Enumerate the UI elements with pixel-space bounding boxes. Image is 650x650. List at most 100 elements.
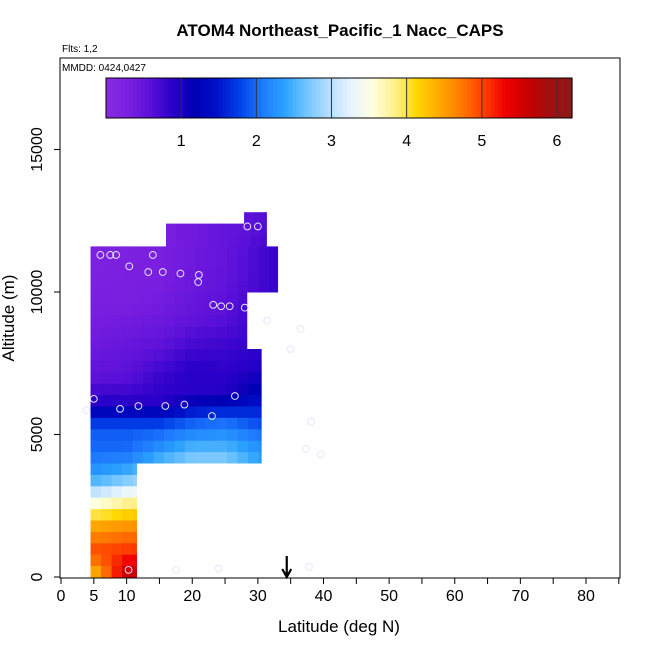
heatmap-cell xyxy=(153,314,165,327)
heatmap-cell xyxy=(206,292,218,304)
heatmap-cell xyxy=(216,417,228,430)
colorbar-segment xyxy=(552,78,558,118)
heatmap-cell xyxy=(206,303,218,316)
heatmap-cell xyxy=(90,440,102,453)
sample-point xyxy=(296,325,305,333)
heatmap-cell xyxy=(195,314,207,327)
colorbar-segment xyxy=(164,78,169,118)
colorbar-segment xyxy=(455,78,460,118)
heatmap-cell xyxy=(122,337,134,350)
heatmap-cell xyxy=(248,428,260,441)
heatmap-cell xyxy=(185,360,197,373)
heatmap-cell xyxy=(122,406,134,418)
sample-point xyxy=(96,251,105,259)
heatmap-cell xyxy=(111,474,123,487)
heatmap-cell xyxy=(260,235,267,247)
heatmap-cell xyxy=(258,428,262,441)
heatmap-cell xyxy=(174,428,186,441)
heatmap-cell xyxy=(90,565,102,578)
colorbar-segment xyxy=(533,78,538,118)
heatmap-cell xyxy=(250,235,261,247)
sample-point xyxy=(307,417,315,426)
heatmap-cell xyxy=(90,314,102,327)
colorbar-segment xyxy=(389,78,394,118)
heatmap-cell xyxy=(218,223,230,236)
heatmap-cell xyxy=(90,542,102,555)
heatmap-cell xyxy=(90,428,102,441)
colorbar-segment xyxy=(292,78,297,118)
heatmap-cell xyxy=(216,371,228,384)
colorbar-segment xyxy=(152,78,158,118)
heatmap-cell xyxy=(237,280,249,293)
colorbar-segment xyxy=(175,78,181,118)
heatmap-cell xyxy=(143,406,155,418)
sample-point xyxy=(82,406,91,415)
heatmap-cell xyxy=(90,326,102,339)
sample-point xyxy=(243,222,252,231)
heatmap-cell xyxy=(111,269,123,282)
heatmap-cell xyxy=(195,417,207,430)
sample-point xyxy=(240,303,249,312)
heatmap-cell xyxy=(195,360,207,373)
heatmap-cell xyxy=(132,497,137,510)
sample-point xyxy=(194,271,203,279)
heatmap-cell xyxy=(206,326,218,339)
heatmap-cell xyxy=(122,565,134,578)
colorbar-segment xyxy=(109,78,115,118)
sample-point xyxy=(124,565,133,574)
heatmap-cell xyxy=(227,428,239,441)
heatmap-cell xyxy=(111,531,123,544)
sample-point xyxy=(112,251,121,259)
colorbar-segment xyxy=(323,78,328,118)
heatmap-cell xyxy=(227,417,239,430)
heatmap-cell xyxy=(258,349,262,361)
colorbar-segment xyxy=(467,78,472,118)
colorbar-segment xyxy=(502,78,507,118)
heatmap-cell xyxy=(101,474,113,487)
heatmap-cell xyxy=(164,337,176,350)
heatmap-cell xyxy=(265,212,267,225)
sample-point xyxy=(225,302,234,311)
heatmap-cell xyxy=(164,303,176,316)
sample-point xyxy=(144,268,153,276)
heatmap-cell xyxy=(185,303,197,316)
heatmap-cell xyxy=(111,383,123,396)
heatmap-cell xyxy=(174,303,186,316)
colorbar-segment xyxy=(560,78,565,118)
colorbar-segment xyxy=(269,78,274,118)
heatmap-cell xyxy=(122,463,134,475)
heatmap-cell xyxy=(111,406,123,418)
heatmap-cell xyxy=(237,349,249,361)
heatmap-cell xyxy=(227,257,239,270)
heatmap-cell xyxy=(185,451,197,464)
colorbar-segment xyxy=(428,78,433,118)
heatmap-cell xyxy=(258,406,262,418)
sample-point xyxy=(89,394,98,403)
heatmap-cell xyxy=(206,269,218,282)
heatmap-cell xyxy=(122,269,134,282)
colorbar-segment xyxy=(443,78,449,118)
heatmap-cell xyxy=(122,326,134,339)
heatmap-cell xyxy=(258,257,270,270)
colorbar-segment xyxy=(203,78,208,118)
heatmap-cell xyxy=(164,314,176,327)
sample-point xyxy=(217,302,226,311)
x-tick-label: 80 xyxy=(577,588,595,605)
colorbar-segment xyxy=(381,78,387,118)
heatmap-cell xyxy=(197,235,209,247)
heatmap-cell xyxy=(90,497,102,510)
heatmap-cell xyxy=(248,383,260,396)
heatmap-cell xyxy=(237,314,248,327)
heatmap-cell xyxy=(248,360,260,373)
heatmap-cell xyxy=(132,485,137,498)
colorbar-segment xyxy=(397,78,402,118)
heatmap-cell xyxy=(244,212,256,225)
heatmap-cell xyxy=(132,474,137,487)
colorbar-segment xyxy=(463,78,468,118)
colorbar-segment xyxy=(486,78,492,118)
colorbar-segment xyxy=(265,78,270,118)
heatmap-cell xyxy=(90,406,102,418)
heatmap-cell xyxy=(143,314,155,327)
colorbar-segment xyxy=(172,78,177,118)
heatmap-cell xyxy=(111,417,123,430)
